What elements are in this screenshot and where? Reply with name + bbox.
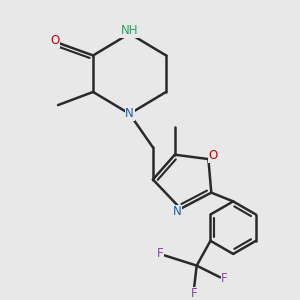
Text: N: N [125, 107, 134, 120]
Text: F: F [221, 272, 228, 285]
Text: O: O [208, 149, 218, 162]
Text: F: F [190, 287, 197, 300]
Text: NH: NH [121, 24, 138, 37]
Text: F: F [157, 248, 164, 260]
Text: O: O [50, 34, 60, 47]
Text: N: N [173, 205, 182, 218]
